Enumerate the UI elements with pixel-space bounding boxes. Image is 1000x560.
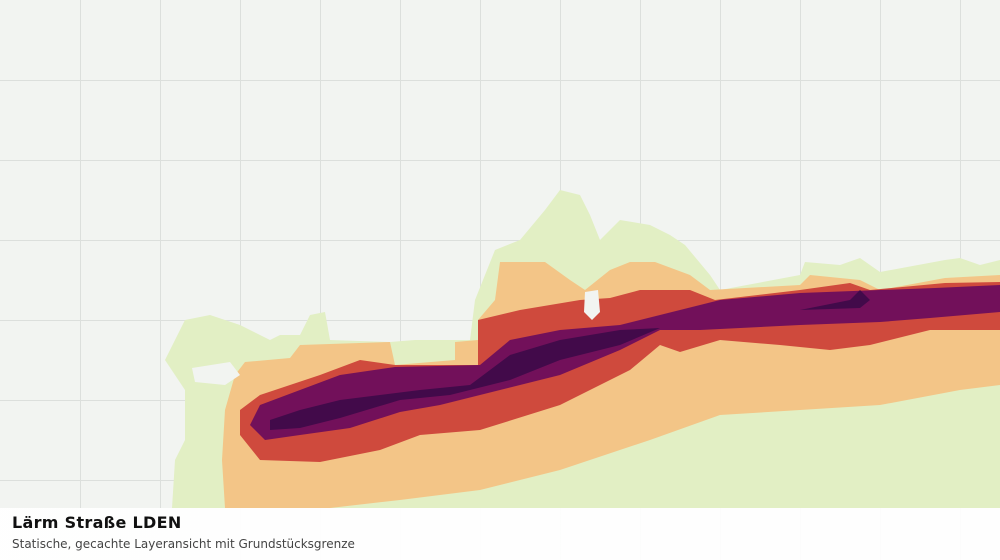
layer-subtitle: Statische, gecachte Layeransicht mit Gru… xyxy=(12,537,355,551)
noise-zone-medium xyxy=(240,282,1000,462)
layer-title: Lärm Straße LDEN xyxy=(12,513,182,532)
noise-gap xyxy=(192,290,600,385)
noise-zone-very-high xyxy=(270,290,870,430)
noise-zone-high xyxy=(250,285,1000,440)
caption-panel: Lärm Straße LDEN Statische, gecachte Lay… xyxy=(0,508,1000,560)
